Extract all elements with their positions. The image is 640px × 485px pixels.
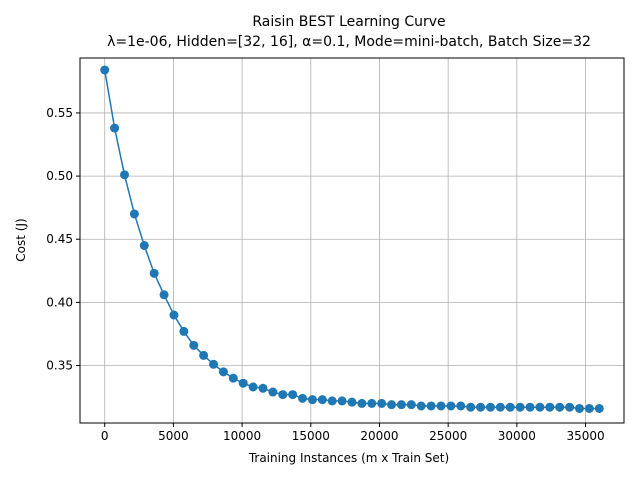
data-point — [367, 398, 377, 408]
data-point — [495, 402, 505, 412]
data-point — [159, 290, 169, 300]
data-point — [189, 340, 199, 350]
x-tick-label: 10000 — [223, 429, 261, 443]
y-tick-label: 0.45 — [46, 232, 73, 246]
data-point — [574, 403, 584, 413]
x-tick-label: 5000 — [158, 429, 189, 443]
y-tick-label: 0.50 — [46, 169, 73, 183]
data-point — [278, 390, 288, 400]
y-tick-label: 0.35 — [46, 359, 73, 373]
data-point — [446, 401, 456, 411]
data-point — [169, 310, 179, 320]
data-point — [426, 401, 436, 411]
data-point — [535, 402, 545, 412]
data-point — [594, 403, 604, 413]
data-point — [288, 390, 298, 400]
data-point — [456, 401, 466, 411]
data-point — [307, 395, 317, 405]
data-point — [357, 398, 367, 408]
data-point — [485, 402, 495, 412]
data-point — [258, 383, 268, 393]
x-tick-label: 0 — [101, 429, 109, 443]
data-point — [515, 402, 525, 412]
data-point — [209, 359, 219, 369]
data-point — [218, 367, 228, 377]
y-tick-label: 0.40 — [46, 295, 73, 309]
data-point — [416, 401, 426, 411]
x-tick-label: 30000 — [498, 429, 536, 443]
x-axis-label: Training Instances (m x Train Set) — [248, 451, 449, 465]
y-axis: 0.35 0.40 0.45 0.50 0.55 — [46, 106, 80, 373]
plot-frame — [79, 57, 625, 424]
data-point — [565, 402, 575, 412]
data-point — [436, 401, 446, 411]
data-point — [149, 268, 159, 278]
x-tick-label: 15000 — [292, 429, 330, 443]
data-point — [248, 382, 258, 392]
data-point — [317, 395, 327, 405]
data-point — [545, 402, 555, 412]
data-point — [199, 350, 209, 360]
data-point — [120, 170, 130, 180]
data-point — [406, 400, 416, 410]
chart-subtitle: λ=1e-06, Hidden=[32, 16], α=0.1, Mode=mi… — [107, 34, 591, 50]
data-point — [110, 123, 120, 133]
data-point — [377, 398, 387, 408]
data-point — [238, 378, 248, 388]
data-point — [466, 402, 476, 412]
data-point — [139, 241, 149, 251]
x-axis: 0 5000 10000 15000 20000 25000 30000 35000 — [101, 423, 605, 443]
x-tick-label: 25000 — [429, 429, 467, 443]
data-point — [387, 400, 397, 410]
data-point — [525, 402, 535, 412]
grid-lines — [80, 58, 624, 423]
data-point — [327, 396, 337, 406]
data-point — [337, 396, 347, 406]
data-series — [100, 65, 604, 413]
x-tick-label: 35000 — [566, 429, 604, 443]
data-point — [505, 402, 515, 412]
data-point — [129, 209, 139, 219]
data-point — [179, 326, 189, 336]
chart-title: Raisin BEST Learning Curve — [252, 14, 445, 30]
data-point — [347, 397, 357, 407]
x-tick-label: 20000 — [360, 429, 398, 443]
data-point — [476, 402, 486, 412]
data-point — [268, 387, 278, 397]
y-axis-label: Cost (J) — [14, 218, 28, 261]
data-point — [396, 400, 406, 410]
data-point — [584, 403, 594, 413]
data-point — [298, 393, 308, 403]
data-point — [228, 373, 238, 383]
y-tick-label: 0.55 — [46, 106, 73, 120]
data-point — [555, 402, 565, 412]
data-point — [100, 65, 110, 75]
